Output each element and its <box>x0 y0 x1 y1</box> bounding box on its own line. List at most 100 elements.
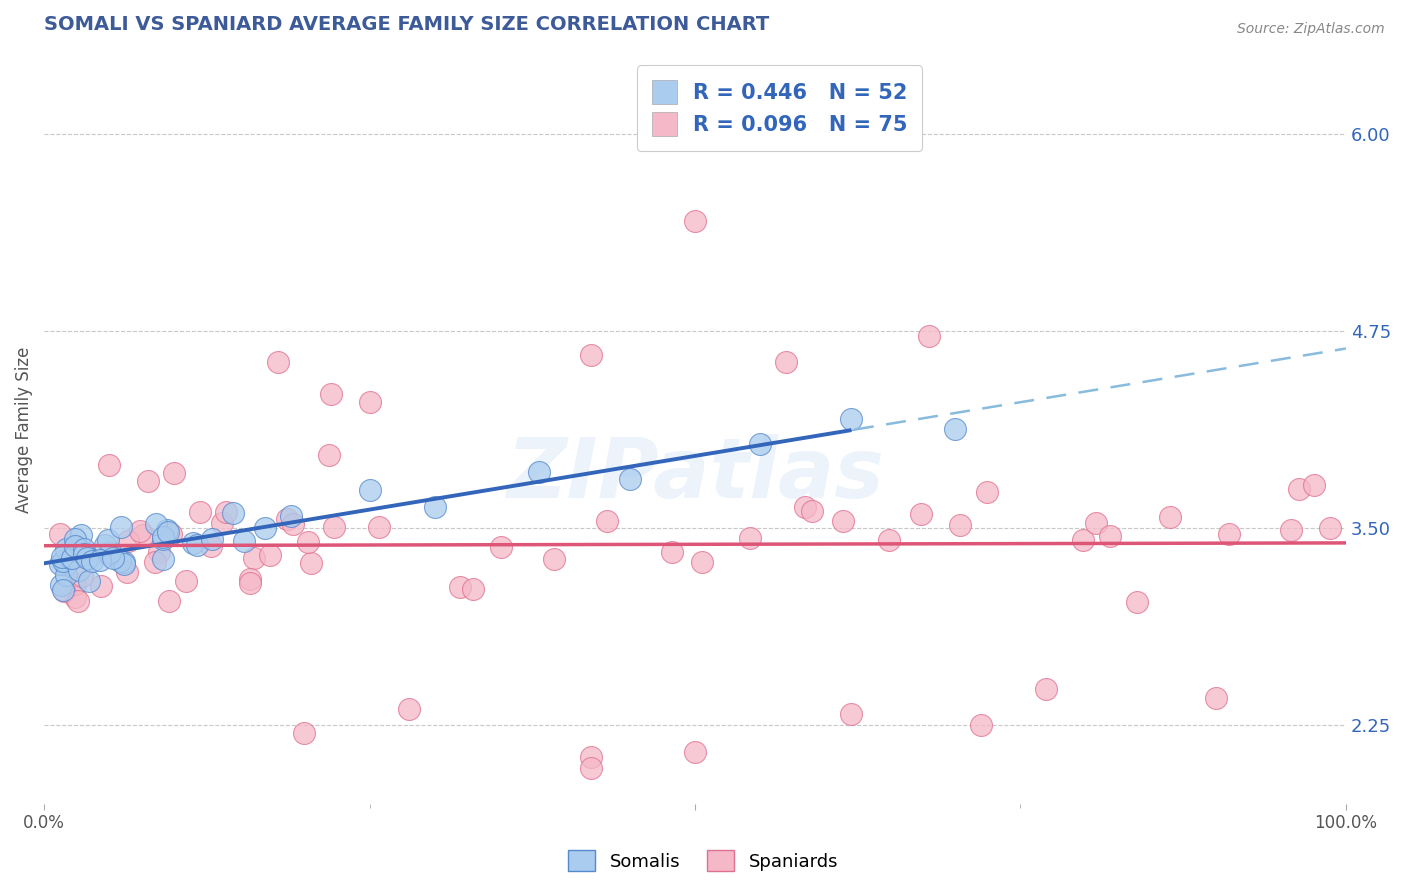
Point <box>690 555 713 569</box>
Point <box>297 535 319 549</box>
Point <box>918 328 941 343</box>
Point <box>281 517 304 532</box>
Point <box>60 550 83 565</box>
Legend: Somalis, Spaniards: Somalis, Spaniards <box>561 843 845 879</box>
Point <box>877 533 900 547</box>
Point <box>114 555 136 569</box>
Point <box>52 584 75 599</box>
Point <box>69 527 91 541</box>
Point <box>152 552 174 566</box>
Point <box>461 582 484 596</box>
Point <box>949 517 972 532</box>
Point <box>294 726 316 740</box>
Point <box>183 535 205 549</box>
Point <box>1218 527 1240 541</box>
Point <box>299 556 322 570</box>
Point <box>55 541 77 556</box>
Point <box>89 553 111 567</box>
Point <box>65 590 87 604</box>
Point <box>186 538 208 552</box>
Point <box>48 526 70 541</box>
Point <box>595 515 617 529</box>
Point <box>910 507 932 521</box>
Point <box>52 582 75 597</box>
Point <box>1205 691 1227 706</box>
Point <box>73 547 96 561</box>
Point <box>97 547 120 561</box>
Point <box>136 474 159 488</box>
Point <box>156 524 179 538</box>
Point <box>76 551 98 566</box>
Point <box>67 594 90 608</box>
Point <box>101 550 124 565</box>
Point <box>359 395 381 409</box>
Point <box>200 539 222 553</box>
Point <box>239 572 262 586</box>
Text: SOMALI VS SPANIARD AVERAGE FAMILY SIZE CORRELATION CHART: SOMALI VS SPANIARD AVERAGE FAMILY SIZE C… <box>44 15 769 34</box>
Point <box>211 516 233 530</box>
Point <box>188 505 211 519</box>
Point <box>222 506 245 520</box>
Point <box>49 578 72 592</box>
Point <box>1085 516 1108 530</box>
Point <box>59 551 82 566</box>
Point <box>152 533 174 547</box>
Point <box>148 545 170 559</box>
Point <box>143 555 166 569</box>
Point <box>49 558 72 572</box>
Point <box>1071 533 1094 548</box>
Point <box>267 355 290 369</box>
Point <box>157 593 180 607</box>
Point <box>280 509 302 524</box>
Point <box>117 566 139 580</box>
Point <box>527 465 550 479</box>
Point <box>67 563 90 577</box>
Point <box>832 514 855 528</box>
Point <box>159 527 181 541</box>
Point <box>1303 478 1326 492</box>
Point <box>970 718 993 732</box>
Point <box>359 483 381 497</box>
Point <box>79 550 101 565</box>
Point <box>97 533 120 547</box>
Point <box>90 580 112 594</box>
Point <box>94 538 117 552</box>
Point <box>619 472 641 486</box>
Point <box>1159 509 1181 524</box>
Point <box>276 512 298 526</box>
Point <box>70 544 93 558</box>
Point <box>775 355 797 369</box>
Point <box>98 458 121 472</box>
Point <box>683 745 706 759</box>
Point <box>254 521 277 535</box>
Point <box>579 749 602 764</box>
Point <box>683 213 706 227</box>
Point <box>976 485 998 500</box>
Point <box>98 545 121 559</box>
Point <box>53 552 76 566</box>
Point <box>239 575 262 590</box>
Point <box>156 525 179 540</box>
Point <box>1098 529 1121 543</box>
Point <box>491 541 513 555</box>
Point <box>794 500 817 514</box>
Y-axis label: Average Family Size: Average Family Size <box>15 346 32 513</box>
Point <box>232 534 254 549</box>
Text: ZIPatlas: ZIPatlas <box>506 434 884 515</box>
Legend: R = 0.446   N = 52, R = 0.096   N = 75: R = 0.446 N = 52, R = 0.096 N = 75 <box>637 65 922 151</box>
Point <box>51 549 73 564</box>
Point <box>839 411 862 425</box>
Point <box>215 505 238 519</box>
Point <box>55 568 77 582</box>
Point <box>110 520 132 534</box>
Point <box>82 554 104 568</box>
Point <box>1288 482 1310 496</box>
Point <box>398 702 420 716</box>
Point <box>117 533 139 548</box>
Point <box>132 527 155 541</box>
Point <box>65 576 87 591</box>
Point <box>749 437 772 451</box>
Point <box>55 558 77 572</box>
Point <box>318 448 340 462</box>
Point <box>63 532 86 546</box>
